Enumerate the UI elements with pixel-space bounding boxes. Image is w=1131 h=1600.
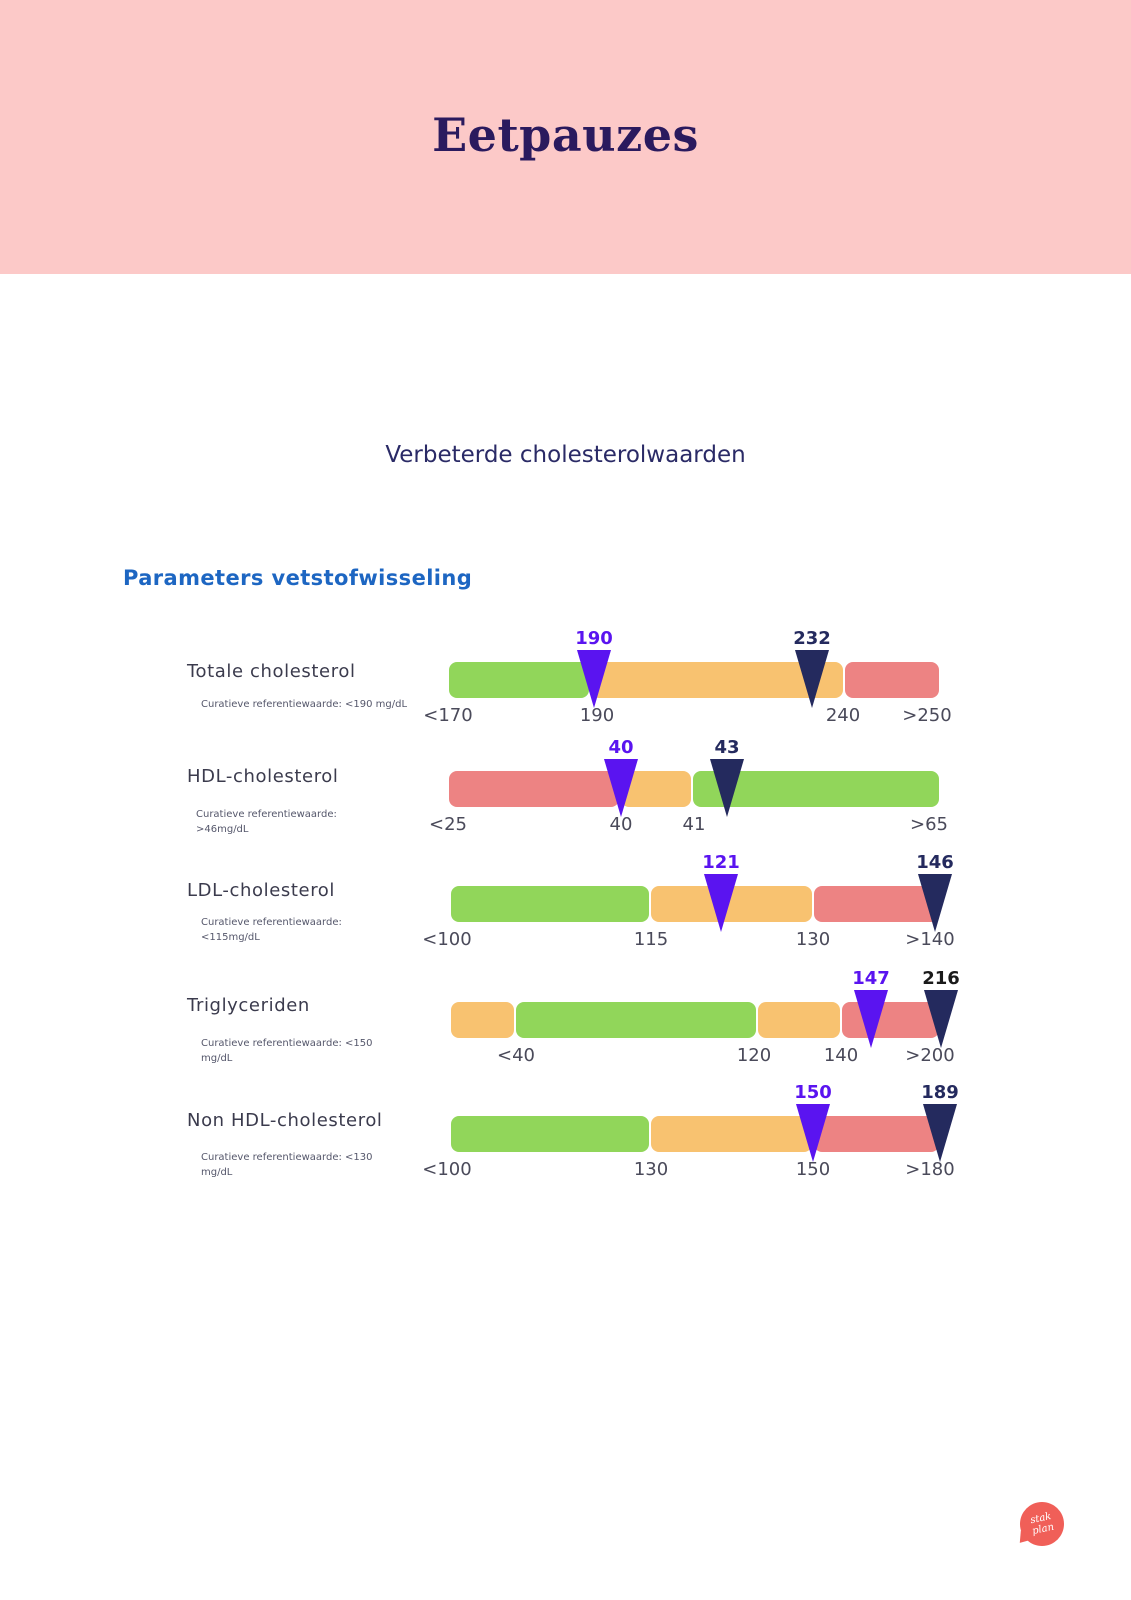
tick-label: <100 [422, 1159, 471, 1180]
tick-label: 40 [610, 814, 633, 835]
marker-label-after: 232 [793, 628, 831, 649]
param-ref-totale-cholesterol: Curatieve referentiewaarde: <190 mg/dL [201, 699, 408, 710]
tick-label: >200 [905, 1045, 954, 1066]
marker-after [710, 759, 744, 817]
marker-label-after: 43 [714, 737, 739, 758]
param-name-ldl-cholesterol: LDL-cholesterol [187, 880, 336, 901]
tick-label: 130 [634, 1159, 668, 1180]
param-ref-ldl-cholesterol: Curatieve referentiewaarde: <115mg/dL [201, 917, 342, 943]
marker-before [796, 1104, 830, 1162]
range-zone-orange [591, 662, 843, 698]
param-ref-triglyceriden: Curatieve referentiewaarde: <150 mg/dL [201, 1038, 373, 1064]
tick-label: >65 [910, 814, 948, 835]
tick-label: >250 [902, 705, 951, 726]
tick-label: 120 [737, 1045, 771, 1066]
marker-before [854, 990, 888, 1048]
header-banner [0, 0, 1131, 274]
tick-label: 140 [824, 1045, 858, 1066]
marker-label-after: 189 [921, 1082, 959, 1103]
range-zone-green [693, 771, 939, 807]
marker-label-after: 146 [916, 852, 954, 873]
param-name-hdl-cholesterol: HDL-cholesterol [187, 766, 339, 787]
tick-label: 150 [796, 1159, 830, 1180]
marker-before [577, 650, 611, 708]
tick-label: <25 [429, 814, 467, 835]
range-zone-green [451, 1116, 649, 1152]
range-zone-red [845, 662, 939, 698]
range-zone-orange [651, 1116, 812, 1152]
tick-label: 240 [826, 705, 860, 726]
range-zone-red [842, 1002, 939, 1038]
tick-label: 41 [683, 814, 706, 835]
marker-label-after: 216 [922, 968, 960, 989]
param-ref-non-hdl-cholesterol: Curatieve referentiewaarde: <130 mg/dL [201, 1152, 373, 1178]
range-zone-red [449, 771, 619, 807]
page-subtitle: Verbeterde cholesterolwaarden [385, 442, 746, 468]
section-title: Parameters vetstofwisseling [123, 566, 473, 590]
tick-label: <40 [497, 1045, 535, 1066]
range-zone-red [814, 1116, 939, 1152]
marker-before [604, 759, 638, 817]
marker-after [918, 874, 952, 932]
range-zone-green [451, 886, 649, 922]
param-name-triglyceriden: Triglyceriden [187, 995, 310, 1016]
range-zone-orange [621, 771, 691, 807]
range-zone-green [449, 662, 589, 698]
tick-label: >180 [905, 1159, 954, 1180]
param-ref-hdl-cholesterol: Curatieve referentiewaarde: >46mg/dL [196, 809, 337, 835]
page-title: Eetpauzes [432, 108, 699, 162]
range-zone-orange [758, 1002, 840, 1038]
marker-after [795, 650, 829, 708]
tick-label: <100 [422, 929, 471, 950]
marker-label-before: 150 [794, 1082, 832, 1103]
marker-label-before: 147 [852, 968, 890, 989]
marker-label-before: 121 [702, 852, 740, 873]
marker-label-before: 190 [575, 628, 613, 649]
tick-label: <170 [423, 705, 472, 726]
param-name-non-hdl-cholesterol: Non HDL-cholesterol [187, 1110, 383, 1131]
range-zone-red [814, 886, 939, 922]
marker-label-before: 40 [608, 737, 633, 758]
marker-before [704, 874, 738, 932]
tick-label: 190 [580, 705, 614, 726]
tick-label: 115 [634, 929, 668, 950]
marker-after [923, 1104, 957, 1162]
range-zone-orange [651, 886, 812, 922]
tick-label: >140 [905, 929, 954, 950]
tick-label: 130 [796, 929, 830, 950]
param-name-totale-cholesterol: Totale cholesterol [187, 661, 356, 682]
marker-after [924, 990, 958, 1048]
range-zone-orange [451, 1002, 514, 1038]
range-zone-green [516, 1002, 756, 1038]
